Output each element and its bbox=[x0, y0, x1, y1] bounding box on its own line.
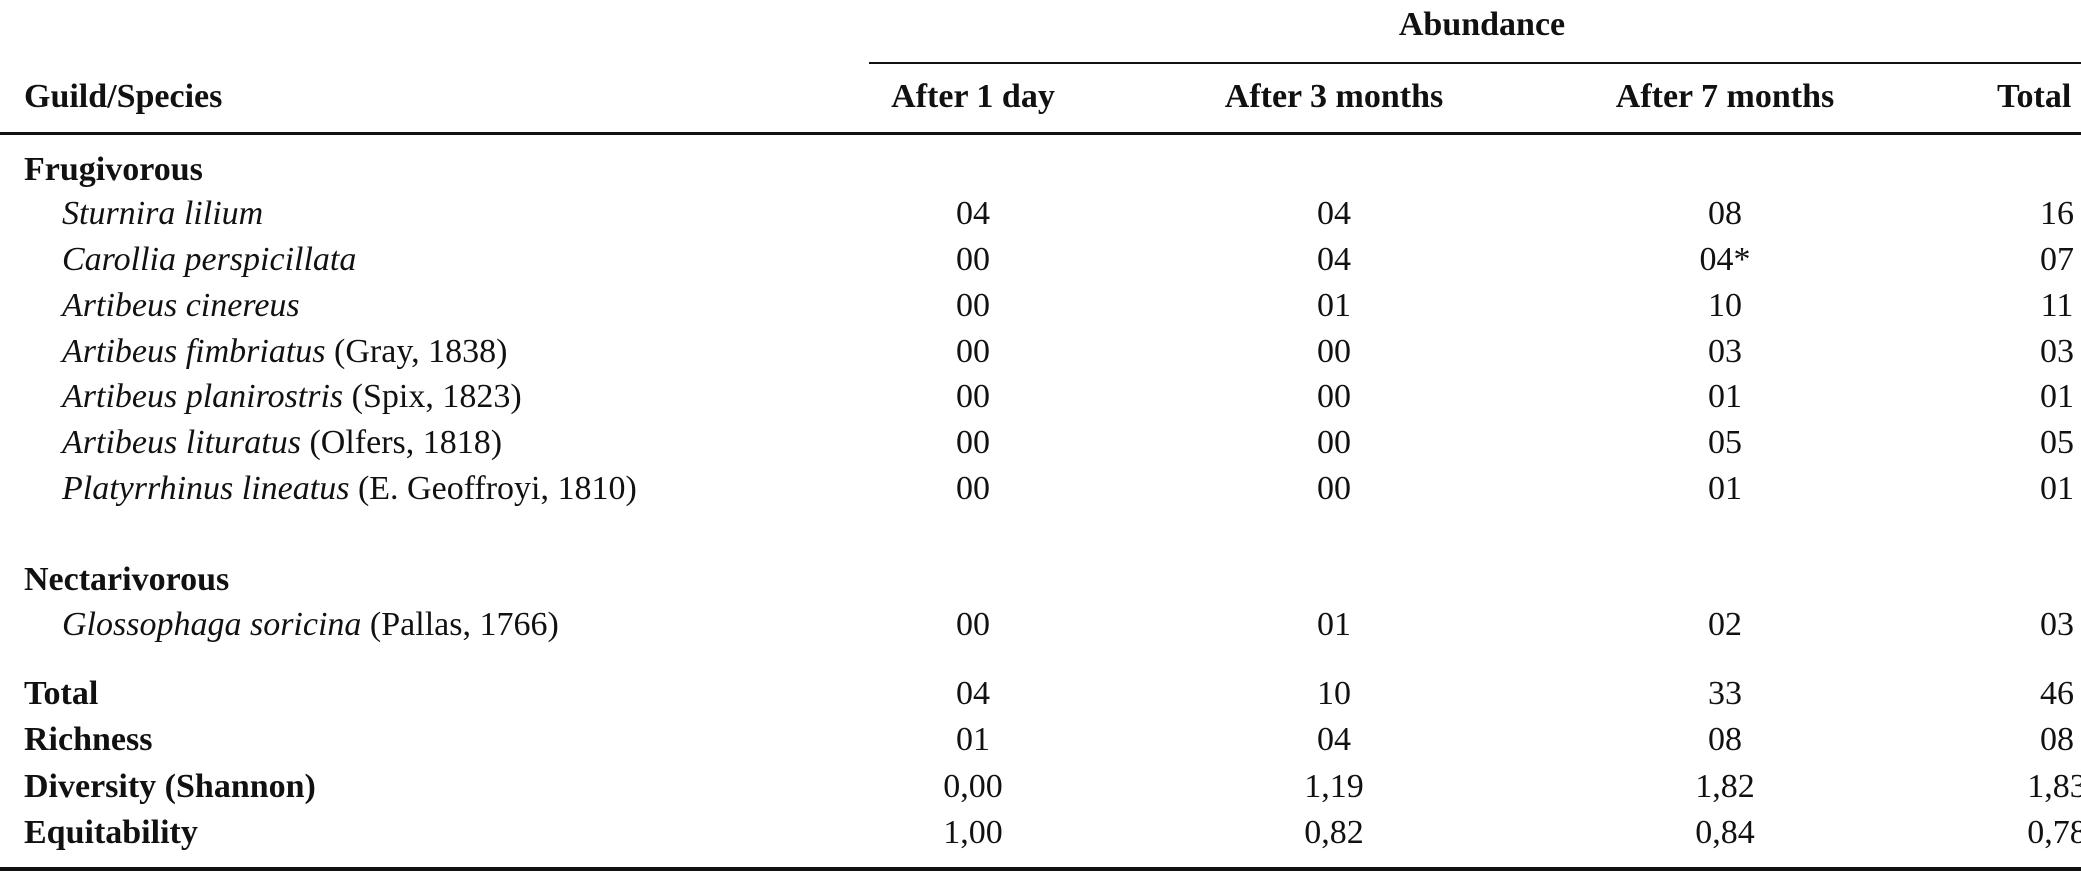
value-cell: 01 bbox=[1317, 606, 1351, 643]
value-cell: 1,83 bbox=[2027, 768, 2081, 805]
value-cell: 04* bbox=[1699, 241, 1751, 278]
column-header: Total bbox=[1997, 78, 2072, 115]
value-cell: 16 bbox=[2040, 195, 2074, 232]
species-name: Glossophaga soricina bbox=[62, 606, 362, 643]
value-cell: 33 bbox=[1708, 675, 1742, 712]
species-authority: (Spix, 1823) bbox=[351, 378, 522, 415]
value-cell: 0,00 bbox=[943, 768, 1003, 805]
species-cell: Carollia perspicillata bbox=[62, 240, 356, 280]
value-cell: 05 bbox=[2040, 424, 2074, 461]
value-cell: 01 bbox=[956, 721, 990, 758]
value-cell: 1,82 bbox=[1695, 768, 1755, 805]
value-cell: 08 bbox=[1708, 721, 1742, 758]
species-cell: Artibeus fimbriatus (Gray, 1838) bbox=[62, 332, 507, 372]
value-cell: 10 bbox=[1317, 675, 1351, 712]
value-cell: 07 bbox=[2040, 241, 2074, 278]
value-cell: 01 bbox=[1708, 378, 1742, 415]
species-authority: (E. Geoffroyi, 1810) bbox=[357, 470, 637, 507]
value-cell: 00 bbox=[1317, 333, 1351, 370]
summary-label: Equitability bbox=[24, 814, 198, 851]
value-cell: 04 bbox=[956, 675, 990, 712]
value-cell: 01 bbox=[1317, 287, 1351, 324]
value-cell: 00 bbox=[956, 470, 990, 507]
value-cell: 00 bbox=[956, 424, 990, 461]
column-header: After 7 months bbox=[1615, 78, 1835, 115]
value-cell: 00 bbox=[1317, 470, 1351, 507]
species-cell: Platyrrhinus lineatus (E. Geoffroyi, 181… bbox=[62, 469, 637, 509]
value-cell: 02 bbox=[1708, 606, 1742, 643]
species-authority: (Olfers, 1818) bbox=[309, 424, 503, 461]
group-header: Abundance bbox=[1398, 6, 1566, 43]
value-cell: 10 bbox=[1708, 287, 1742, 324]
column-header: After 1 day bbox=[891, 78, 1055, 115]
species-name: Artibeus cinereus bbox=[62, 287, 300, 324]
column-header: Guild/Species bbox=[24, 78, 223, 115]
value-cell: 01 bbox=[1708, 470, 1742, 507]
value-cell: 08 bbox=[2040, 721, 2074, 758]
value-cell: 01 bbox=[2040, 378, 2074, 415]
group-rule bbox=[869, 62, 2081, 64]
value-cell: 00 bbox=[956, 241, 990, 278]
value-cell: 11 bbox=[2040, 287, 2074, 324]
species-name: Carollia perspicillata bbox=[62, 241, 357, 278]
species-cell: Artibeus lituratus (Olfers, 1818) bbox=[62, 423, 502, 463]
species-name: Platyrrhinus lineatus bbox=[62, 470, 350, 507]
value-cell: 05 bbox=[1708, 424, 1742, 461]
value-cell: 00 bbox=[956, 287, 990, 324]
value-cell: 1,19 bbox=[1304, 768, 1364, 805]
value-cell: 00 bbox=[1317, 424, 1351, 461]
column-header: After 3 months bbox=[1224, 78, 1444, 115]
value-cell: 04 bbox=[1317, 195, 1351, 232]
value-cell: 03 bbox=[1708, 333, 1742, 370]
guild-label: Nectarivorous bbox=[24, 561, 230, 598]
value-cell: 0,84 bbox=[1695, 814, 1755, 851]
bottom-rule bbox=[0, 867, 2081, 871]
value-cell: 0,78 bbox=[2027, 814, 2081, 851]
species-authority: (Gray, 1838) bbox=[334, 333, 508, 370]
value-cell: 00 bbox=[956, 333, 990, 370]
species-name: Artibeus planirostris bbox=[62, 378, 344, 415]
value-cell: 46 bbox=[2040, 675, 2074, 712]
value-cell: 04 bbox=[1317, 241, 1351, 278]
value-cell: 00 bbox=[1317, 378, 1351, 415]
summary-label: Diversity (Shannon) bbox=[24, 768, 316, 805]
summary-label: Richness bbox=[24, 721, 153, 758]
value-cell: 08 bbox=[1708, 195, 1742, 232]
value-cell: 03 bbox=[2040, 606, 2074, 643]
value-cell: 00 bbox=[956, 378, 990, 415]
value-cell: 04 bbox=[1317, 721, 1351, 758]
value-cell: 04 bbox=[956, 195, 990, 232]
species-authority: (Pallas, 1766) bbox=[369, 606, 559, 643]
summary-label: Total bbox=[24, 675, 99, 712]
value-cell: 01 bbox=[2040, 470, 2074, 507]
value-cell: 1,00 bbox=[943, 814, 1003, 851]
guild-label: Frugivorous bbox=[24, 151, 203, 188]
species-cell: Artibeus planirostris (Spix, 1823) bbox=[62, 377, 522, 417]
species-cell: Glossophaga soricina (Pallas, 1766) bbox=[62, 605, 559, 645]
species-name: Artibeus lituratus bbox=[62, 424, 301, 461]
species-name: Sturnira lilium bbox=[62, 195, 264, 232]
species-name: Artibeus fimbriatus bbox=[62, 333, 326, 370]
species-cell: Artibeus cinereus bbox=[62, 286, 300, 326]
value-cell: 0,82 bbox=[1304, 814, 1364, 851]
header-rule bbox=[0, 132, 2081, 135]
species-cell: Sturnira lilium bbox=[62, 194, 263, 234]
value-cell: 00 bbox=[956, 606, 990, 643]
value-cell: 03 bbox=[2040, 333, 2074, 370]
